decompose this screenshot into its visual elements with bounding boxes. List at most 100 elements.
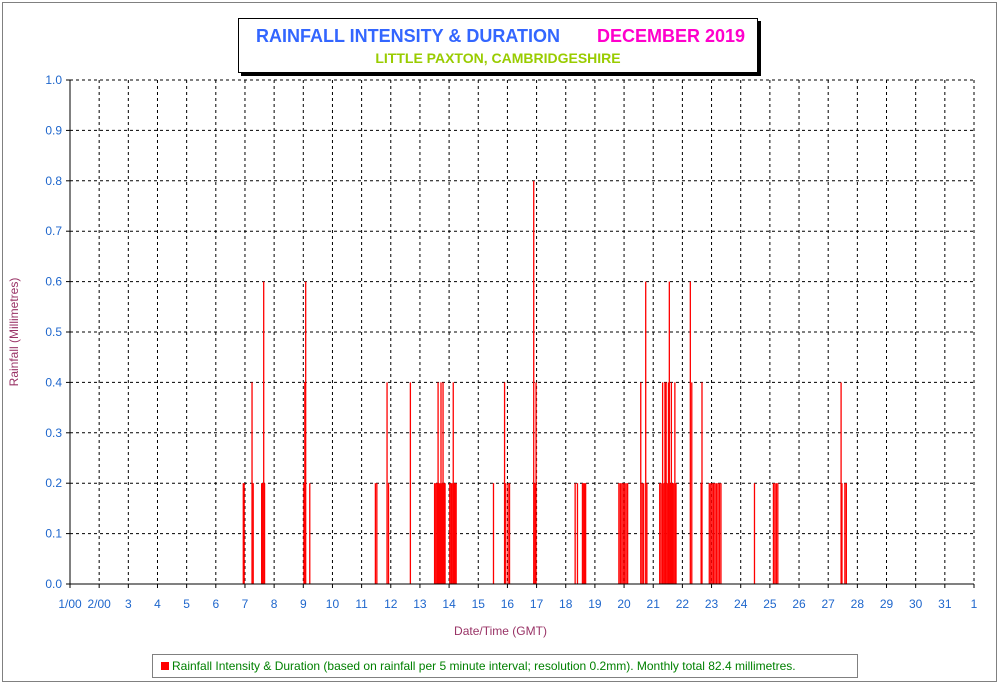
rainfall-bar bbox=[777, 483, 779, 584]
rainfall-bar bbox=[376, 483, 378, 584]
x-tick-label: 17 bbox=[530, 597, 544, 611]
x-tick-label: 15 bbox=[472, 597, 486, 611]
rainfall-bar bbox=[261, 483, 264, 584]
rainfall-bar bbox=[252, 483, 254, 584]
rainfall-bar bbox=[439, 483, 441, 584]
x-tick-label: 19 bbox=[588, 597, 602, 611]
legend: Rainfall Intensity & Duration (based on … bbox=[152, 654, 858, 678]
x-tick-label: 5 bbox=[183, 597, 190, 611]
rainfall-bar bbox=[508, 483, 511, 584]
rainfall-bar bbox=[305, 281, 307, 584]
rainfall-bar bbox=[661, 382, 664, 584]
rainfall-bar bbox=[576, 483, 579, 584]
y-tick-label: 0.7 bbox=[45, 224, 62, 238]
rainfall-bar bbox=[674, 382, 676, 584]
y-tick-label: 0.3 bbox=[45, 426, 62, 440]
x-axis-label: Date/Time (GMT) bbox=[454, 624, 547, 638]
rainfall-bar bbox=[774, 483, 776, 584]
rainfall-bar bbox=[718, 483, 721, 584]
x-tick-label: 1 bbox=[971, 597, 978, 611]
rainfall-bar bbox=[691, 382, 693, 584]
x-tick-label: 29 bbox=[880, 597, 894, 611]
rainfall-bar bbox=[720, 483, 722, 584]
x-tick-label: 23 bbox=[705, 597, 719, 611]
legend-text: Rainfall Intensity & Duration (based on … bbox=[172, 659, 796, 673]
x-tick-label: 10 bbox=[326, 597, 340, 611]
rainfall-bar bbox=[624, 483, 626, 584]
rainfall-bar bbox=[449, 483, 451, 584]
rainfall-bar bbox=[303, 483, 305, 584]
rainfall-bar bbox=[772, 483, 775, 584]
rainfall-bar bbox=[441, 483, 443, 584]
rainfall-bar bbox=[618, 483, 620, 584]
rainfall-bar bbox=[374, 483, 377, 584]
x-tick-label: 27 bbox=[822, 597, 836, 611]
rainfall-bar bbox=[450, 483, 452, 584]
rainfall-bar bbox=[666, 483, 668, 584]
y-tick-label: 1.0 bbox=[45, 73, 62, 87]
rainfall-bar bbox=[660, 483, 662, 584]
x-tick-label: 12 bbox=[384, 597, 398, 611]
rainfall-bar bbox=[713, 483, 715, 584]
y-tick-label: 0.2 bbox=[45, 476, 62, 490]
grid bbox=[70, 79, 975, 584]
x-tick-label: 25 bbox=[763, 597, 777, 611]
rainfall-bar bbox=[442, 382, 444, 584]
rainfall-bar bbox=[646, 483, 648, 584]
rainfall-bar bbox=[840, 382, 842, 584]
rainfall-bar bbox=[433, 483, 436, 584]
y-tick-label: 0.6 bbox=[45, 275, 62, 289]
rainfall-bar bbox=[689, 281, 691, 584]
rainfall-bar bbox=[663, 483, 665, 584]
x-tick-label: 8 bbox=[271, 597, 278, 611]
y-tick-label: 0.0 bbox=[45, 577, 62, 591]
rainfall-bar bbox=[443, 483, 445, 584]
rainfall-bar bbox=[671, 483, 674, 584]
rainfall-bar bbox=[711, 483, 713, 584]
x-tick-label: 2/00 bbox=[87, 597, 111, 611]
rainfall-bars bbox=[242, 180, 847, 585]
rainfall-bar bbox=[717, 483, 719, 584]
rainfall-bar bbox=[409, 382, 412, 584]
rainfall-bar bbox=[664, 382, 666, 584]
rainfall-bar bbox=[667, 382, 670, 584]
rainfall-bar bbox=[453, 483, 455, 584]
axes: 0.0 0.1 0.2 0.3 0.4 0.5 0.6 0.7 0.8 0.9 1.0 1/00 2/0… bbox=[45, 73, 977, 611]
rainfall-bar bbox=[444, 483, 446, 584]
rainfall-bar bbox=[261, 483, 263, 584]
x-tick-label: 24 bbox=[734, 597, 748, 611]
rainfall-bar bbox=[668, 281, 670, 584]
rainfall-bar bbox=[583, 483, 586, 584]
rainfall-bar bbox=[669, 483, 672, 584]
x-tick-label: 3 bbox=[125, 597, 132, 611]
rainfall-bar bbox=[665, 382, 667, 584]
rainfall-bar bbox=[309, 483, 311, 584]
rainfall-bar bbox=[670, 382, 673, 584]
rainfall-bar bbox=[436, 483, 438, 584]
rainfall-bar bbox=[387, 483, 390, 584]
rainfall-bar bbox=[440, 382, 442, 584]
chart-title-date: DECEMBER 2019 bbox=[597, 26, 746, 46]
y-axis-label: Rainfall (Millimetres) bbox=[7, 277, 21, 387]
rainfall-bar bbox=[645, 281, 647, 584]
rainfall-bar bbox=[714, 483, 716, 584]
x-tick-label: 11 bbox=[355, 597, 368, 611]
x-tick-label: 20 bbox=[617, 597, 631, 611]
rainfall-bar bbox=[582, 483, 584, 584]
rainfall-bar bbox=[437, 382, 439, 584]
x-tick-label: 4 bbox=[154, 597, 161, 611]
rainfall-bar bbox=[503, 382, 506, 584]
rainfall-bar bbox=[675, 483, 677, 584]
rainfall-bar bbox=[753, 483, 756, 584]
rainfall-bar bbox=[534, 483, 536, 584]
chart-subtitle: LITTLE PAXTON, CAMBRIDGESHIRE bbox=[375, 50, 621, 66]
rainfall-bar bbox=[626, 483, 629, 584]
rainfall-bar bbox=[621, 483, 623, 584]
x-tick-label: 16 bbox=[501, 597, 515, 611]
y-tick-label: 0.4 bbox=[45, 375, 62, 389]
rainfall-bar bbox=[701, 382, 703, 584]
rainfall-bar bbox=[386, 382, 388, 584]
rainfall-bar bbox=[455, 483, 457, 584]
rainfall-bar bbox=[622, 483, 624, 584]
